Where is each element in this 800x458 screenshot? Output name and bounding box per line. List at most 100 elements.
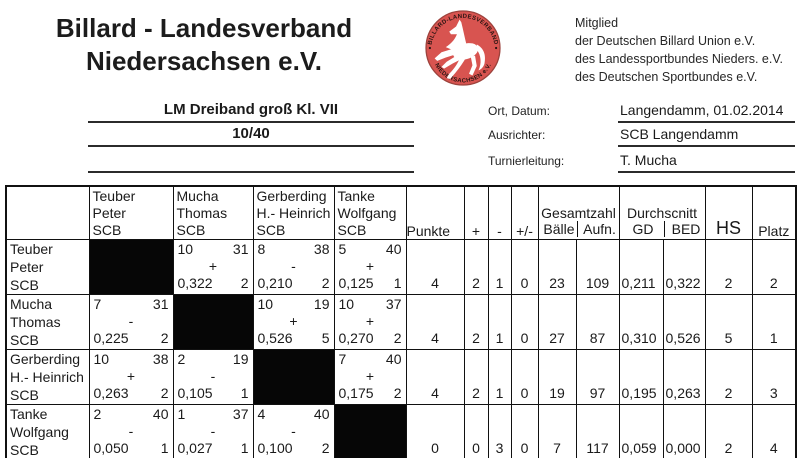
match-innings: 31 [152,295,169,312]
results-table: Teuber Peter SCB Mucha Thomas SCB Gerber… [5,185,798,458]
match-cell: 1 37 - 0,027 1 [172,403,254,458]
match-cell: 2 40 - 0,050 1 [88,403,174,458]
player-last-name: Tanke [337,188,375,204]
event-title: LM Dreiband groß Kl. VII [88,97,414,123]
match-innings: 37 [385,295,402,312]
match-hs: 5 [321,329,330,346]
match-innings: 40 [313,405,330,422]
stat-gd: 0,195 [618,348,664,405]
stat-punkte: 4 [405,293,465,350]
stat-gd: 0,211 [618,238,664,295]
match-avg: 0,027 [177,439,213,456]
diagonal-cell [172,293,254,350]
stat-platz: 4 [751,403,797,458]
stat-punkte: 4 [405,238,465,295]
player-first-name: Peter [92,205,126,221]
table-row-gerberding: Gerberding H.- Heinrich SCB 10 38 + 0,263… [5,348,797,405]
match-cell: 10 37 + 0,270 2 [333,293,407,350]
table-row-teuber: Teuber Peter SCB 10 31 + 0,322 2 8 38 - 0,2… [5,238,797,295]
header-minus: - [487,185,512,240]
stat-minus: 1 [487,348,512,405]
ausrichter-value: SCB Langendamm [618,126,795,147]
match-hs: 2 [160,329,169,346]
match-innings: 38 [152,350,169,367]
header-plus: + [463,185,489,240]
header-durchschnitt-group: Durchscnitt GD BED [618,185,706,240]
stat-bed: 0,526 [662,293,706,350]
info-row-ausrichter: Ausrichter: SCB Langendamm [488,123,795,147]
ort-datum-value: Langendamm, 01.02.2014 [618,102,795,123]
header-gesamtzahl-group: Gesamtzahl Bälle Aufn. [537,185,620,240]
association-title-line1: Billard - Landesverband [55,13,353,43]
match-cell: 2 19 - 0,105 1 [172,348,254,405]
stat-minus: 1 [487,293,512,350]
stat-aufn: 109 [575,238,620,295]
match-hs: 1 [240,439,249,456]
event-distance: 10/40 [88,123,414,147]
header-gesamtzahl: Gesamtzahl [541,204,616,221]
match-innings: 40 [385,240,402,257]
logo-dot-right [494,46,498,50]
stat-plus: 2 [463,348,489,405]
stat-platz: 3 [751,348,797,405]
header-durchschnitt: Durchscnitt [627,204,698,221]
match-innings: 37 [232,405,249,422]
match-avg: 0,105 [177,384,213,401]
match-result: + [208,257,218,274]
player-club: SCB [256,222,286,238]
info-row-ort-datum: Ort, Datum: Langendamm, 01.02.2014 [488,97,795,123]
stat-hs: 2 [704,238,753,295]
match-avg: 0,050 [93,439,129,456]
match-avg: 0,526 [257,329,293,346]
match-avg: 0,125 [338,274,374,291]
diagonal-cell [333,403,407,458]
match-hs: 2 [321,439,330,456]
stat-platz: 2 [751,238,797,295]
match-balls: 5 [338,240,347,257]
row-player-name: Gerberding H.- Heinrich SCB [5,348,90,405]
stat-aufn: 117 [575,403,620,458]
match-hs: 2 [393,384,402,401]
match-result: - [291,422,296,439]
stat-punkte: 0 [405,403,465,458]
match-balls: 10 [177,240,194,257]
match-result: - [210,422,216,439]
match-hs: 1 [393,274,402,291]
membership-line: Mitglied [575,16,619,30]
stat-plusminus: 0 [510,403,539,458]
stat-bed: 0,322 [662,238,706,295]
match-balls: 10 [257,295,274,312]
match-balls: 10 [93,350,110,367]
match-balls: 4 [257,405,266,422]
diagonal-cell [88,238,174,295]
match-avg: 0,100 [257,439,293,456]
match-hs: 2 [393,329,402,346]
match-avg: 0,270 [338,329,374,346]
association-title: Billard - Landesverband Niedersachsen e.… [8,12,400,78]
match-result: + [365,367,375,384]
ort-datum-label: Ort, Datum: [488,104,551,118]
diagonal-cell [252,348,335,405]
column-player-gerberding: Gerberding H.- Heinrich SCB [252,185,335,240]
match-balls: 7 [338,350,347,367]
header-platz: Platz [751,185,797,240]
header-hs: HS [704,185,753,240]
player-first-name: Wolfgang [337,205,397,221]
stat-plus: 2 [463,238,489,295]
match-balls: 8 [257,240,266,257]
match-hs: 1 [240,384,249,401]
match-result: + [365,257,375,274]
match-cell: 7 40 + 0,175 2 [333,348,407,405]
stat-plusminus: 0 [510,293,539,350]
match-innings: 31 [232,240,249,257]
turnierleitung-value: T. Mucha [618,152,795,173]
header-aufn: Aufn. [576,220,619,237]
table-header-row: Teuber Peter SCB Mucha Thomas SCB Gerber… [5,185,797,240]
info-row-turnierleitung: Turnierleitung: T. Mucha [488,147,795,173]
match-innings: 19 [313,295,330,312]
match-balls: 2 [93,405,102,422]
player-last-name: Mucha [176,188,219,204]
match-avg: 0,322 [177,274,213,291]
membership-block: Mitglied der Deutschen Billard Union e.V… [575,14,783,86]
ausrichter-label: Ausrichter: [488,128,546,142]
